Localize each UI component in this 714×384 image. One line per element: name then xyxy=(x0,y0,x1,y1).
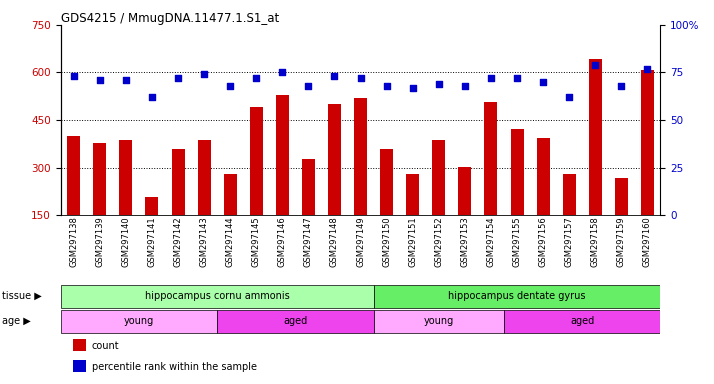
Bar xyxy=(302,159,315,263)
Text: count: count xyxy=(92,341,119,351)
Text: GSM297152: GSM297152 xyxy=(434,217,443,267)
Text: GSM297146: GSM297146 xyxy=(278,217,287,267)
Text: percentile rank within the sample: percentile rank within the sample xyxy=(92,362,257,372)
Text: GSM297159: GSM297159 xyxy=(617,217,626,267)
Bar xyxy=(641,70,654,263)
Bar xyxy=(373,310,504,333)
Text: GSM297140: GSM297140 xyxy=(121,217,131,267)
Bar xyxy=(73,339,86,351)
Point xyxy=(433,81,445,87)
Point xyxy=(642,66,653,72)
Text: GSM297156: GSM297156 xyxy=(538,217,548,267)
Text: young: young xyxy=(124,316,154,326)
Text: aged: aged xyxy=(283,316,308,326)
Bar xyxy=(432,140,446,263)
Bar xyxy=(380,149,393,263)
Text: hippocampus cornu ammonis: hippocampus cornu ammonis xyxy=(145,291,289,301)
Point xyxy=(590,62,601,68)
Point xyxy=(303,83,314,89)
Text: aged: aged xyxy=(570,316,594,326)
Bar xyxy=(373,285,660,308)
Bar xyxy=(73,360,86,372)
Text: GSM297144: GSM297144 xyxy=(226,217,235,267)
Point xyxy=(407,84,418,91)
Bar xyxy=(94,143,106,263)
Text: GSM297150: GSM297150 xyxy=(382,217,391,267)
Point xyxy=(355,75,366,81)
Point xyxy=(381,83,393,89)
Text: GSM297155: GSM297155 xyxy=(513,217,521,267)
Text: GSM297158: GSM297158 xyxy=(590,217,600,267)
Bar xyxy=(563,174,575,263)
Bar xyxy=(146,197,159,263)
Text: GSM297141: GSM297141 xyxy=(148,217,156,267)
Text: GDS4215 / MmugDNA.11477.1.S1_at: GDS4215 / MmugDNA.11477.1.S1_at xyxy=(61,12,279,25)
Bar xyxy=(217,310,373,333)
Bar xyxy=(406,174,419,263)
Bar xyxy=(615,178,628,263)
Bar xyxy=(61,310,217,333)
Point xyxy=(459,83,471,89)
Text: GSM297153: GSM297153 xyxy=(461,217,469,267)
Text: GSM297147: GSM297147 xyxy=(304,217,313,267)
Point xyxy=(198,71,210,78)
Point xyxy=(172,75,183,81)
Point xyxy=(94,77,106,83)
Point xyxy=(120,77,131,83)
Text: GSM297160: GSM297160 xyxy=(643,217,652,267)
Point xyxy=(328,73,340,79)
Text: GSM297148: GSM297148 xyxy=(330,217,339,267)
Text: tissue ▶: tissue ▶ xyxy=(2,291,42,301)
Text: GSM297143: GSM297143 xyxy=(200,217,208,267)
Text: hippocampus dentate gyrus: hippocampus dentate gyrus xyxy=(448,291,585,301)
Text: GSM297154: GSM297154 xyxy=(486,217,496,267)
Point xyxy=(615,83,627,89)
Point xyxy=(146,94,158,100)
Bar xyxy=(354,98,367,263)
Text: GSM297157: GSM297157 xyxy=(565,217,573,267)
Point xyxy=(224,83,236,89)
Bar xyxy=(589,59,602,263)
Text: age ▶: age ▶ xyxy=(2,316,31,326)
Point xyxy=(486,75,497,81)
Bar xyxy=(119,140,132,263)
Bar xyxy=(276,95,289,263)
Point xyxy=(276,70,288,76)
Point xyxy=(68,73,79,79)
Bar xyxy=(171,149,184,263)
Point xyxy=(251,75,262,81)
Bar xyxy=(458,167,471,263)
Bar xyxy=(484,102,498,263)
Bar xyxy=(250,107,263,263)
Text: GSM297142: GSM297142 xyxy=(174,217,183,267)
Point xyxy=(511,75,523,81)
Bar xyxy=(511,129,523,263)
Text: GSM297138: GSM297138 xyxy=(69,217,79,267)
Text: GSM297149: GSM297149 xyxy=(356,217,365,267)
Bar xyxy=(328,104,341,263)
Text: GSM297145: GSM297145 xyxy=(252,217,261,267)
Bar xyxy=(223,174,237,263)
Point xyxy=(538,79,549,85)
Point xyxy=(563,94,575,100)
Bar xyxy=(67,136,80,263)
Text: GSM297139: GSM297139 xyxy=(95,217,104,267)
Bar xyxy=(198,140,211,263)
Bar xyxy=(61,285,373,308)
Bar xyxy=(504,310,660,333)
Bar xyxy=(537,138,550,263)
Text: young: young xyxy=(423,316,454,326)
Text: GSM297151: GSM297151 xyxy=(408,217,417,267)
